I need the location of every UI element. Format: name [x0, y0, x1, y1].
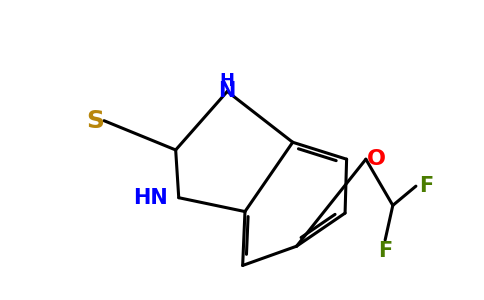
Text: S: S [86, 109, 104, 133]
Text: HN: HN [133, 188, 168, 208]
Text: H: H [220, 72, 235, 90]
Text: O: O [367, 149, 386, 169]
Text: N: N [219, 81, 236, 101]
Text: F: F [378, 241, 392, 261]
Text: F: F [420, 176, 434, 196]
